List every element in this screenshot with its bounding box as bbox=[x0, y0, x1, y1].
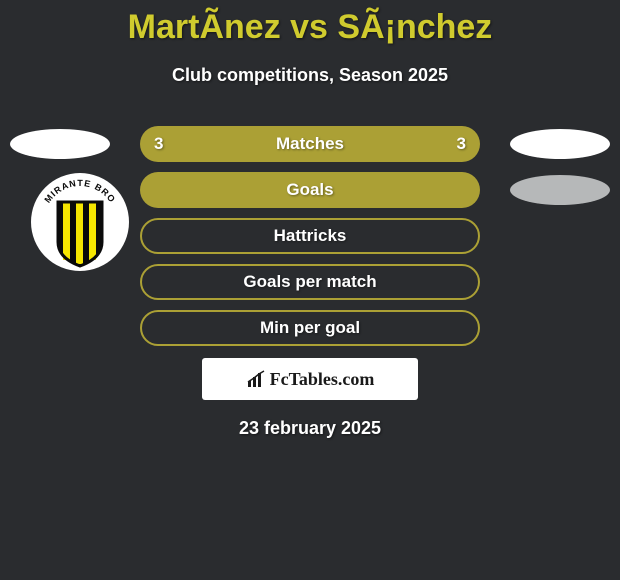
stat-pill-matches: 3 Matches 3 bbox=[140, 126, 480, 162]
stat-pill-hattricks: Hattricks bbox=[140, 218, 480, 254]
watermark: FcTables.com bbox=[202, 358, 418, 400]
stat-row-hattricks: Hattricks bbox=[0, 218, 620, 254]
left-marker-blank bbox=[10, 221, 110, 251]
stat-label: Min per goal bbox=[260, 318, 360, 338]
stat-row-matches: 3 Matches 3 bbox=[0, 126, 620, 162]
right-marker-ellipse bbox=[510, 129, 610, 159]
left-club-badge-holder: MIRANTE BRO bbox=[10, 172, 110, 208]
stat-right-value: 3 bbox=[457, 134, 466, 154]
stat-pill-mpg: Min per goal bbox=[140, 310, 480, 346]
right-marker-blank bbox=[510, 313, 610, 343]
stats-block: 3 Matches 3 MIRANTE BRO bbox=[0, 126, 620, 346]
right-marker-blank bbox=[510, 221, 610, 251]
stat-label: Goals per match bbox=[243, 272, 376, 292]
bars-icon bbox=[246, 369, 266, 389]
watermark-text: FcTables.com bbox=[270, 369, 375, 390]
right-marker-ellipse bbox=[510, 175, 610, 205]
stat-label: Goals bbox=[286, 180, 333, 200]
stat-pill-gpm: Goals per match bbox=[140, 264, 480, 300]
stat-left-value: 3 bbox=[154, 134, 163, 154]
page-subtitle: Club competitions, Season 2025 bbox=[0, 65, 620, 86]
right-marker-blank bbox=[510, 267, 610, 297]
stat-label: Matches bbox=[276, 134, 344, 154]
stat-row-goals: MIRANTE BRO Goals bbox=[0, 172, 620, 208]
stat-row-mpg: Min per goal bbox=[0, 310, 620, 346]
stat-label: Hattricks bbox=[274, 226, 347, 246]
left-marker-ellipse bbox=[10, 129, 110, 159]
page-title: MartÃ­nez vs SÃ¡nchez bbox=[0, 0, 620, 47]
footer-date: 23 february 2025 bbox=[0, 418, 620, 439]
left-marker-blank bbox=[10, 313, 110, 343]
stat-row-gpm: Goals per match bbox=[0, 264, 620, 300]
left-marker-blank bbox=[10, 267, 110, 297]
stat-pill-goals: Goals bbox=[140, 172, 480, 208]
